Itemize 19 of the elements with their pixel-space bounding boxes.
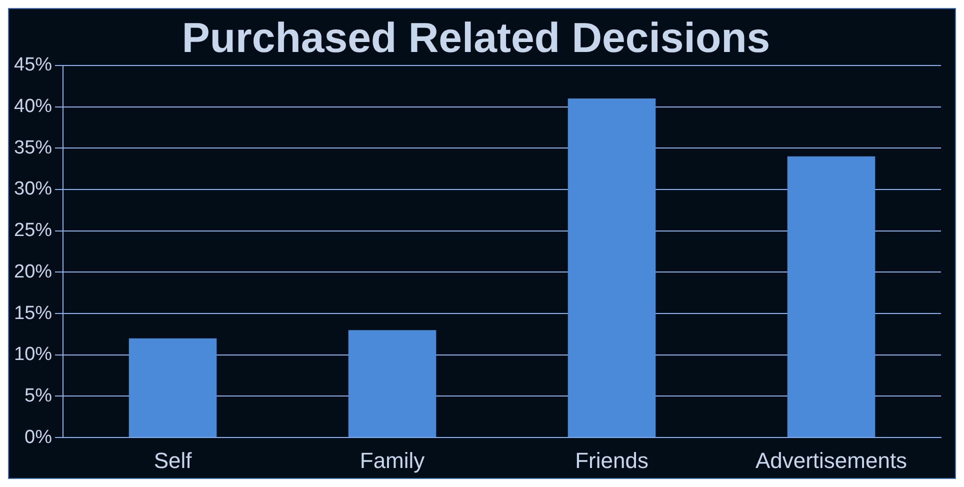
y-tick-label: 20%	[14, 261, 52, 282]
x-tick-label: Family	[360, 448, 425, 473]
bar	[348, 330, 436, 438]
x-tick-label: Friends	[575, 448, 648, 473]
bar	[568, 98, 656, 438]
bar	[787, 156, 876, 438]
y-tick-label: 15%	[14, 302, 52, 324]
y-tick-label: 5%	[24, 385, 52, 406]
x-tick-label: Self	[154, 448, 193, 473]
y-tick-label: 10%	[14, 344, 52, 366]
y-tick-label: 40%	[14, 96, 52, 117]
y-tick-label: 45%	[14, 54, 52, 76]
y-tick-label: 0%	[24, 426, 52, 448]
bar	[128, 338, 217, 438]
chart-title: Purchased Related Decisions	[182, 14, 770, 61]
y-tick-label: 25%	[14, 220, 52, 242]
x-tick-label: Advertisements	[755, 448, 908, 473]
y-tick-label: 30%	[14, 178, 52, 200]
y-tick-label: 35%	[14, 137, 52, 158]
